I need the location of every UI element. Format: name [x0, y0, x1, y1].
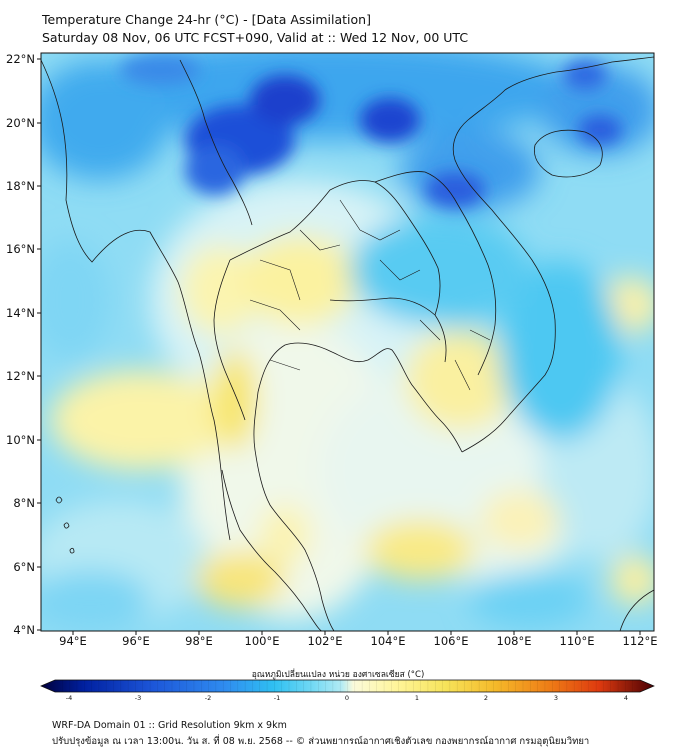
lat-label-14n: 14°N [6, 306, 35, 320]
colorbar-tick-minus3: -3 [135, 694, 141, 702]
map-title: Temperature Change 24-hr (°C) - [Data As… [42, 12, 371, 27]
peninsula-west-coast [221, 469, 323, 631]
andaman-islands [55, 496, 75, 554]
colorbar-tick-3: 3 [554, 694, 558, 702]
lon-label-104e: 104°E [371, 634, 406, 648]
lon-label-98e: 98°E [185, 634, 213, 648]
lon-label-100e: 100°E [245, 634, 280, 648]
thailand-laos-border [229, 180, 441, 316]
lat-label-10n: 10°N [6, 433, 35, 447]
lon-label-110e: 110°E [560, 634, 595, 648]
coastlines-and-borders [41, 56, 654, 631]
colorbar-tick-minus2: -2 [205, 694, 211, 702]
map-subtitle: Saturday 08 Nov, 06 UTC FCST+090, Valid … [42, 30, 469, 45]
myanmar-china-border [179, 59, 253, 226]
lat-label-16n: 16°N [6, 242, 35, 256]
lat-label-6n: 6°N [13, 560, 35, 574]
lon-label-96e: 96°E [122, 634, 150, 648]
laos-vietnam-border [374, 171, 497, 376]
colorbar-tick-2: 2 [484, 694, 488, 702]
borneo-coast [619, 589, 654, 631]
lat-label-4n: 4°N [13, 623, 35, 637]
myanmar-coastline [41, 59, 231, 541]
hainan-island [533, 129, 603, 178]
lon-label-102e: 102°E [308, 634, 343, 648]
colorbar-tick-minus1: -1 [274, 694, 280, 702]
colorbar-ramp [40, 679, 655, 693]
peninsula-east-coast [253, 391, 335, 631]
colorbar-tick-4: 4 [624, 694, 628, 702]
footer-update-info: ปรับปรุงข้อมูล ณ เวลา 13:00น. วัน ส. ที่… [52, 736, 590, 747]
lon-label-106e: 106°E [434, 634, 469, 648]
colorbar: -4 -3 -2 -1 0 1 2 3 4 [40, 679, 655, 702]
longitude-axis: 94°E 96°E 98°E 100°E 102°E 104°E 106°E 1… [59, 631, 657, 648]
footer-model-info: WRF-DA Domain 01 :: Grid Resolution 9km … [52, 720, 287, 731]
lat-label-22n: 22°N [6, 52, 35, 66]
colorbar-tick-marks [62, 680, 633, 692]
lat-label-18n: 18°N [6, 179, 35, 193]
lat-label-20n: 20°N [6, 116, 35, 130]
lon-label-112e: 112°E [623, 634, 658, 648]
lat-label-8n: 8°N [13, 496, 35, 510]
colorbar-tick-0: 0 [345, 694, 349, 702]
colorbar-tick-1: 1 [415, 694, 419, 702]
thailand-cambodia-border [329, 297, 447, 363]
gulf-of-thailand-coast [257, 342, 463, 453]
lon-label-108e: 108°E [497, 634, 532, 648]
lon-label-94e: 94°E [59, 634, 87, 648]
china-coastline [555, 56, 654, 73]
province-lines [249, 199, 491, 391]
colorbar-tick-minus4: -4 [66, 694, 72, 702]
lat-label-12n: 12°N [6, 369, 35, 383]
vietnam-coastline [452, 71, 557, 453]
colorbar-title: อุณหภูมิเปลี่ยนแปลง หน่วย องศาเซลเซียส (… [251, 670, 425, 680]
myanmar-thailand-border [213, 259, 246, 421]
map-frame [40, 52, 655, 632]
latitude-axis: 22°N 20°N 18°N 16°N 14°N 12°N 10°N 8°N 6… [6, 52, 41, 637]
temperature-field [41, 53, 654, 631]
